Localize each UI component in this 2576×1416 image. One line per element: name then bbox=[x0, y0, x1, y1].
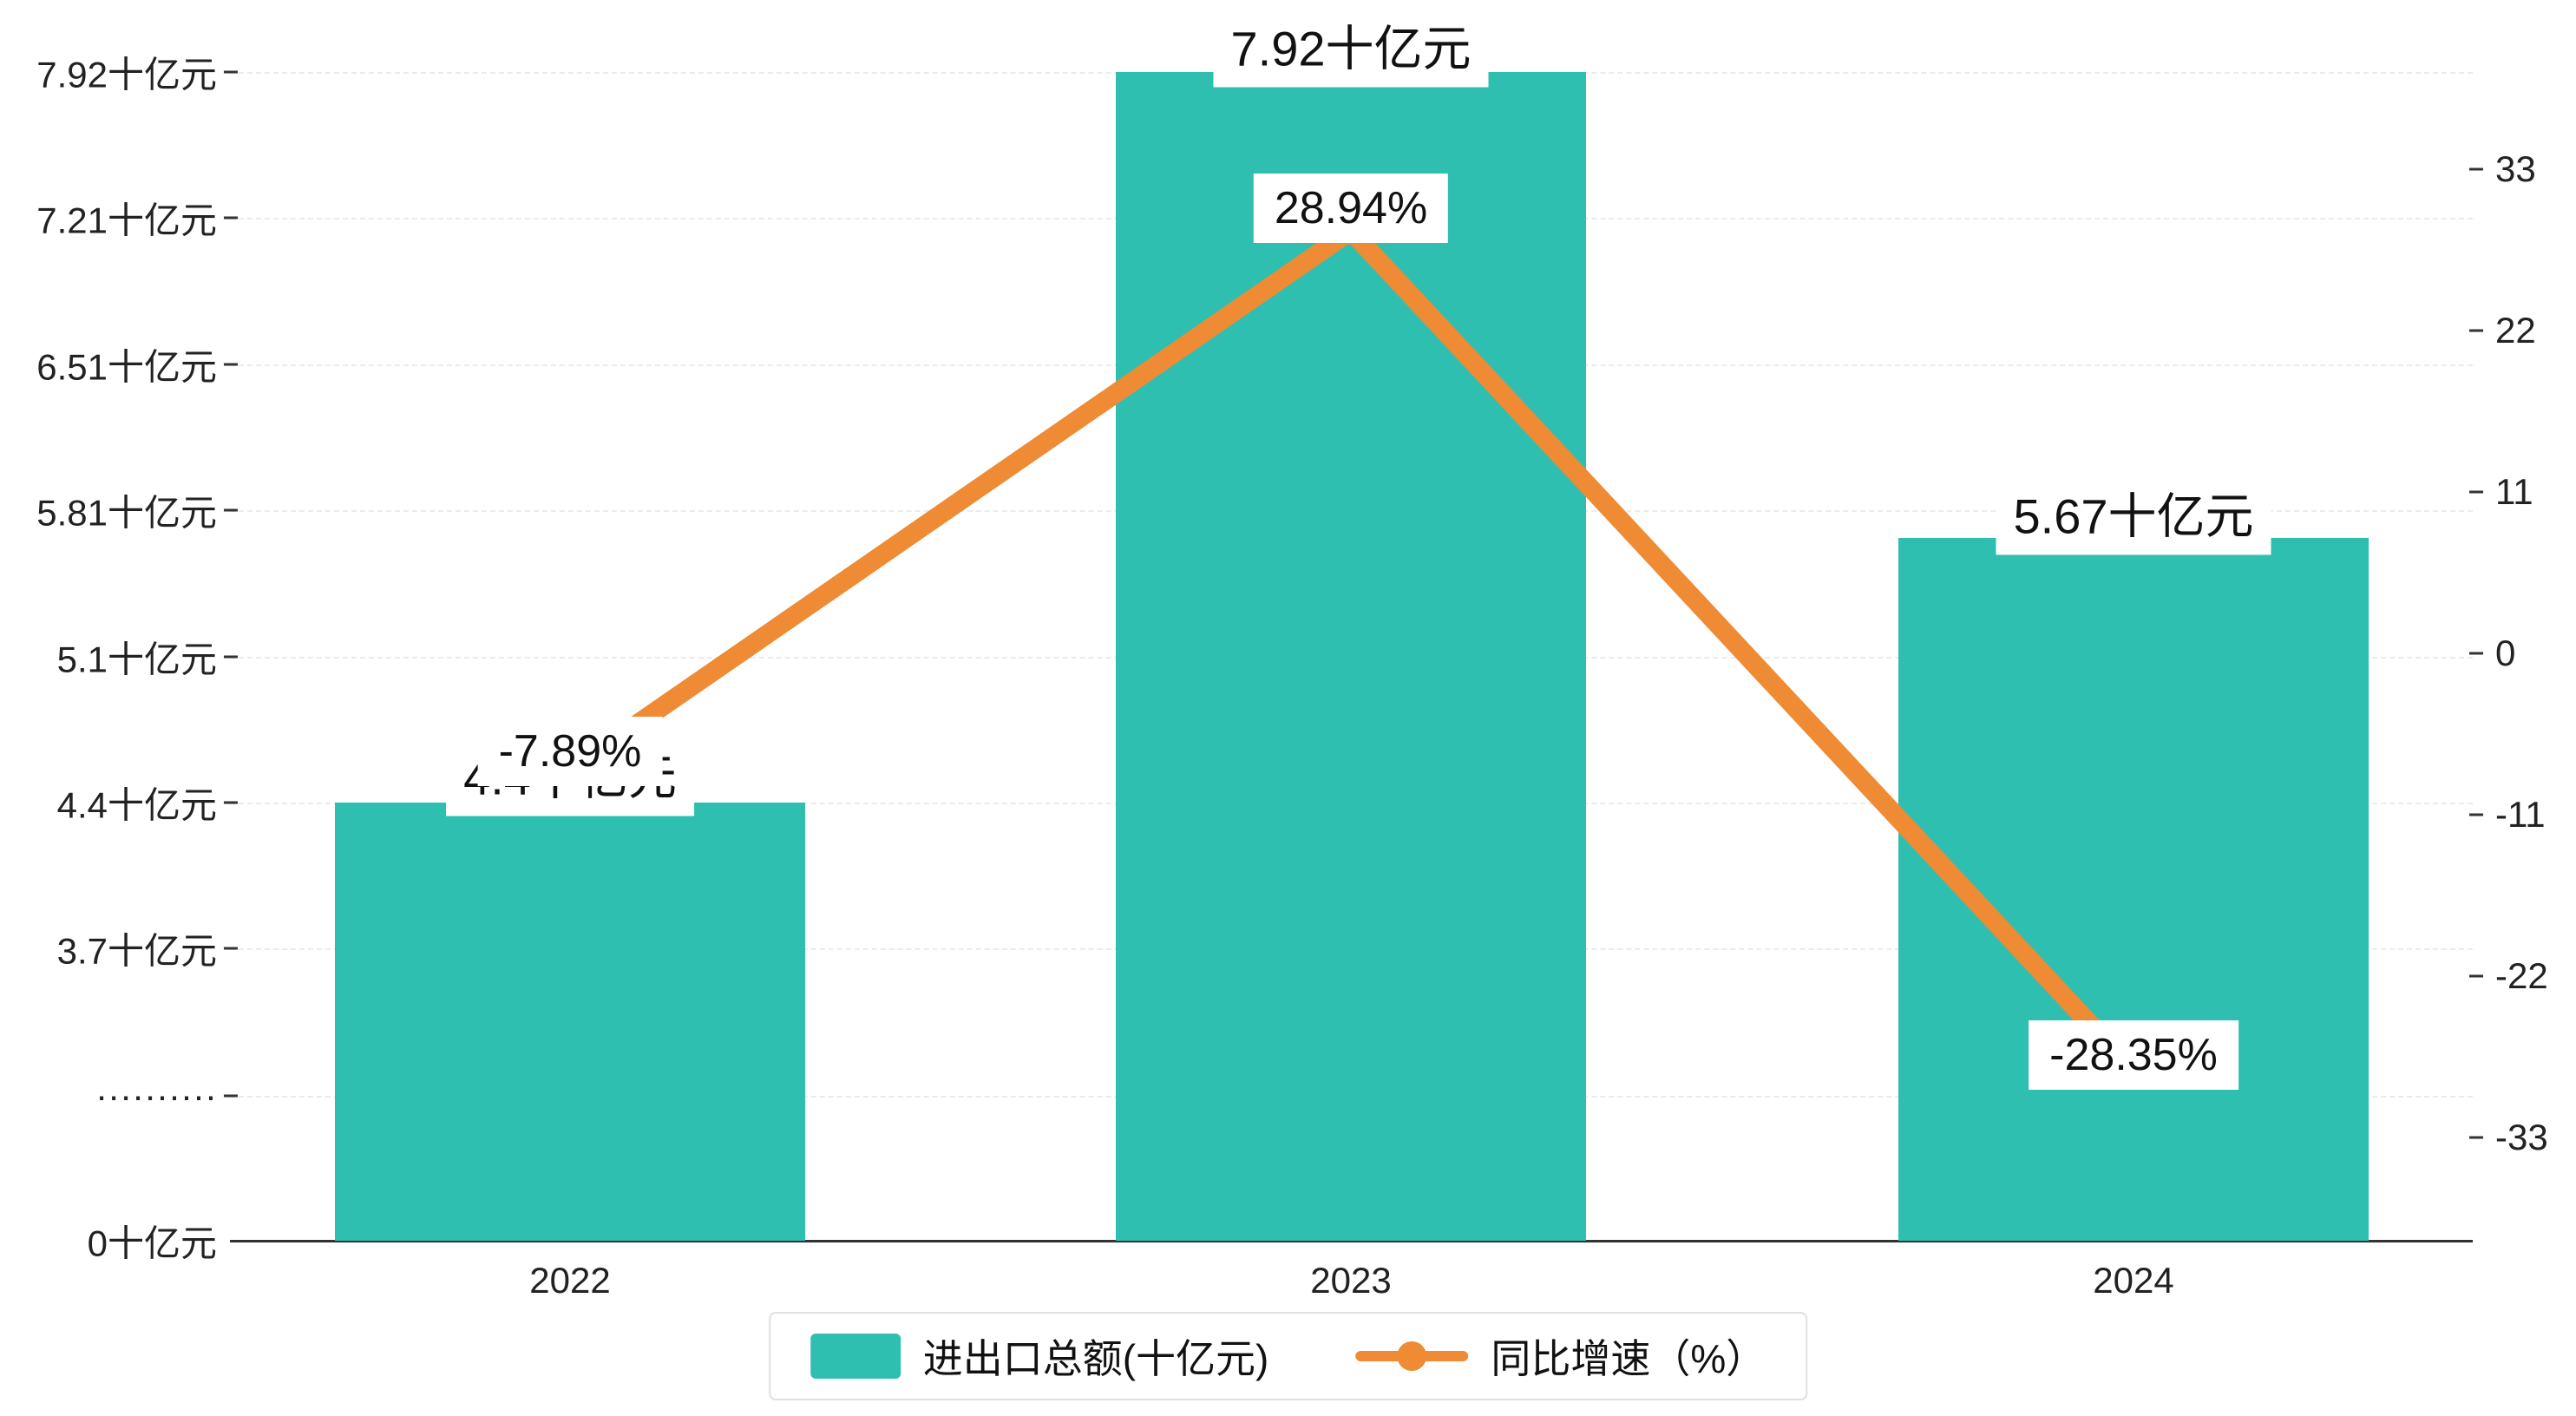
y-axis-left-label: 7.92十亿元 bbox=[36, 54, 217, 95]
y-axis-left-label: 7.21十亿元 bbox=[36, 200, 217, 241]
growth-label-2022: -7.89% bbox=[477, 717, 663, 786]
growth-label-2023: 28.94% bbox=[1253, 174, 1449, 243]
x-axis-line bbox=[230, 1240, 2473, 1242]
y-axis-left-tick bbox=[224, 70, 238, 74]
bar-series-swatch bbox=[810, 1334, 901, 1379]
legend-label-total-trade: 进出口总额(十亿元) bbox=[922, 1336, 1269, 1381]
line-series-swatch bbox=[1355, 1341, 1469, 1371]
y-axis-left-tick bbox=[224, 1094, 238, 1098]
legend-label-growth-rate: 同比增速（%） bbox=[1491, 1336, 1766, 1381]
legend-item-total-trade[interactable]: 进出口总额(十亿元) bbox=[810, 1328, 1269, 1385]
y-axis-right-label: -22 bbox=[2495, 955, 2548, 996]
y-axis-right-label: 33 bbox=[2495, 148, 2536, 189]
y-axis-right-label: 0 bbox=[2495, 633, 2516, 673]
y-axis-left-label: 0十亿元 bbox=[87, 1223, 217, 1264]
y-axis-left-tick bbox=[224, 508, 238, 512]
y-axis-left-label: 5.81十亿元 bbox=[36, 492, 217, 534]
legend: 进出口总额(十亿元) 同比增速（%） bbox=[768, 1312, 1808, 1400]
y-axis-left-tick bbox=[224, 363, 238, 366]
y-axis-left-label: 5.1十亿元 bbox=[56, 639, 217, 680]
y-axis-left-label: 3.7十亿元 bbox=[56, 930, 217, 972]
bar-value-label-2023: 7.92十亿元 bbox=[1213, 3, 1489, 88]
y-axis-right-tick bbox=[2469, 813, 2483, 816]
y-axis-right-label: -11 bbox=[2495, 794, 2546, 835]
y-axis-right-tick bbox=[2469, 167, 2483, 171]
y-axis-right-tick bbox=[2469, 974, 2483, 978]
y-axis-right-label: 11 bbox=[2495, 471, 2533, 512]
y-axis-right-tick bbox=[2469, 329, 2483, 332]
x-axis-label-2023: 2023 bbox=[1310, 1260, 1392, 1301]
bar-2023[interactable] bbox=[1116, 72, 1586, 1241]
y-axis-right-tick bbox=[2469, 652, 2483, 655]
x-axis-label-2024: 2024 bbox=[2093, 1260, 2174, 1301]
y-axis-break-label: ·········· bbox=[95, 1075, 217, 1116]
line-series-dot bbox=[1397, 1341, 1427, 1371]
y-axis-right-tick bbox=[2469, 1136, 2483, 1139]
y-axis-left-label: 4.4十亿元 bbox=[56, 784, 217, 826]
bar-value-label-2024: 5.67十亿元 bbox=[1996, 470, 2271, 555]
y-axis-left-tick bbox=[224, 801, 238, 804]
y-axis-left-tick bbox=[224, 216, 238, 220]
x-axis-label-2022: 2022 bbox=[529, 1260, 611, 1301]
y-axis-left-tick bbox=[224, 655, 238, 659]
y-axis-left-tick bbox=[224, 947, 238, 950]
y-axis-right-label: 22 bbox=[2495, 310, 2536, 351]
growth-label-2024: -28.35% bbox=[2029, 1020, 2238, 1090]
y-axis-right-tick bbox=[2469, 490, 2483, 494]
bar-2022[interactable] bbox=[335, 803, 805, 1241]
legend-item-growth-rate[interactable]: 同比增速（%） bbox=[1355, 1328, 1766, 1385]
y-axis-right-label: -33 bbox=[2495, 1117, 2548, 1157]
y-axis-left-label: 6.51十亿元 bbox=[36, 346, 217, 388]
